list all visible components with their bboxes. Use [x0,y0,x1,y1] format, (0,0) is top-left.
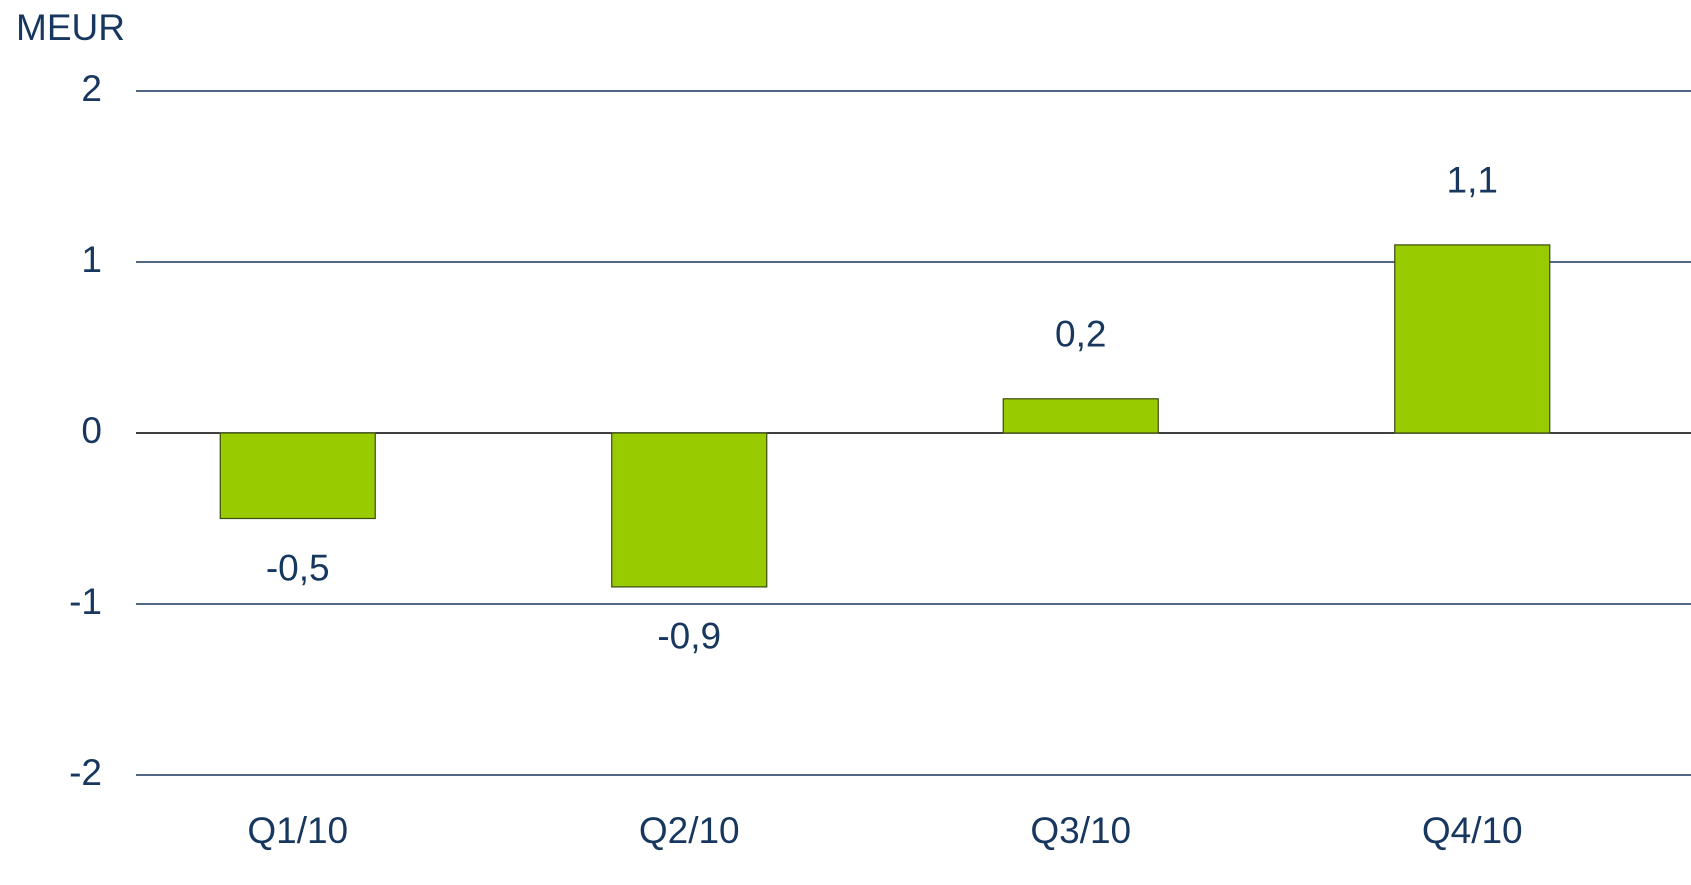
y-tick-label: -2 [69,752,102,793]
value-label: -0,9 [657,616,721,657]
y-tick-label: 2 [81,68,102,109]
value-label: -0,5 [266,547,330,588]
x-tick-label: Q4/10 [1422,810,1523,851]
x-tick-label: Q1/10 [247,810,348,851]
bar [1002,398,1159,434]
x-tick-label: Q2/10 [639,810,740,851]
value-label: 0,2 [1055,314,1106,355]
x-tick-label: Q3/10 [1030,810,1131,851]
y-tick-label: 1 [81,239,102,280]
y-tick-label: 0 [81,410,102,451]
bar [219,432,376,520]
bar [611,432,768,588]
y-tick-label: -1 [69,581,102,622]
bar [1394,244,1551,434]
y-axis-label: MEUR [16,7,125,48]
value-label: 1,1 [1447,160,1498,201]
